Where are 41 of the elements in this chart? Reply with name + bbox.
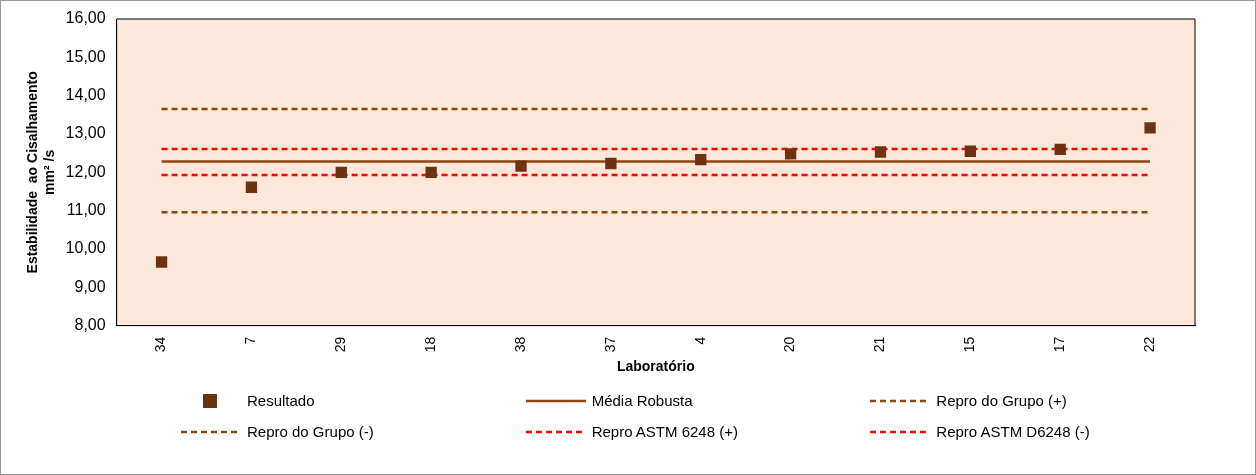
y-tick-label: 14,00	[65, 86, 106, 104]
x-tick-label: 4	[691, 336, 708, 345]
legend-label: Média Robusta	[591, 392, 693, 409]
point	[1054, 143, 1066, 155]
x-tick-label: 21	[871, 336, 888, 353]
legend-label: Repro do Grupo (+)	[936, 392, 1067, 409]
point	[964, 145, 976, 157]
legend-label: Repro do Grupo (-)	[247, 423, 374, 440]
legend-label: Repro ASTM 6248 (+)	[591, 423, 738, 440]
legend-label: Repro ASTM D6248 (-)	[936, 423, 1090, 440]
x-tick-label: 29	[332, 336, 349, 353]
point	[515, 160, 527, 172]
legend-label: Resultado	[247, 392, 315, 409]
x-tick-label: 17	[1051, 336, 1068, 353]
point	[605, 157, 617, 170]
point	[874, 146, 887, 158]
y-axis-title: Estabilidade ao Cisalhamento mm² /s	[24, 71, 58, 274]
y-tick-label: 10,00	[65, 239, 106, 257]
y-tick-label: 8,00	[74, 316, 106, 334]
point	[1144, 122, 1156, 134]
point	[245, 181, 258, 193]
x-tick-label: 18	[422, 336, 439, 353]
y-tick-label: 13,00	[65, 124, 106, 142]
y-tick-label: 15,00	[65, 47, 106, 65]
point	[425, 166, 437, 178]
point	[155, 256, 168, 268]
x-tick-label: 38	[511, 336, 528, 353]
x-tick-label: 15	[961, 336, 978, 353]
y-tick-label: 16,00	[65, 9, 106, 27]
point	[784, 148, 797, 160]
y-tick-label: 12,00	[65, 162, 106, 180]
y-tick-label: 9,00	[74, 277, 106, 295]
x-tick-label: 37	[601, 336, 618, 353]
y-tick-label: 11,00	[66, 201, 106, 219]
x-tick-label: 22	[1140, 336, 1157, 353]
x-tick-label: 34	[152, 336, 169, 353]
point	[335, 166, 347, 178]
x-tick-label: 20	[781, 336, 798, 353]
x-tick-label: 7	[242, 336, 259, 345]
x-axis-title: Laboratório	[616, 358, 695, 375]
point	[695, 154, 707, 166]
